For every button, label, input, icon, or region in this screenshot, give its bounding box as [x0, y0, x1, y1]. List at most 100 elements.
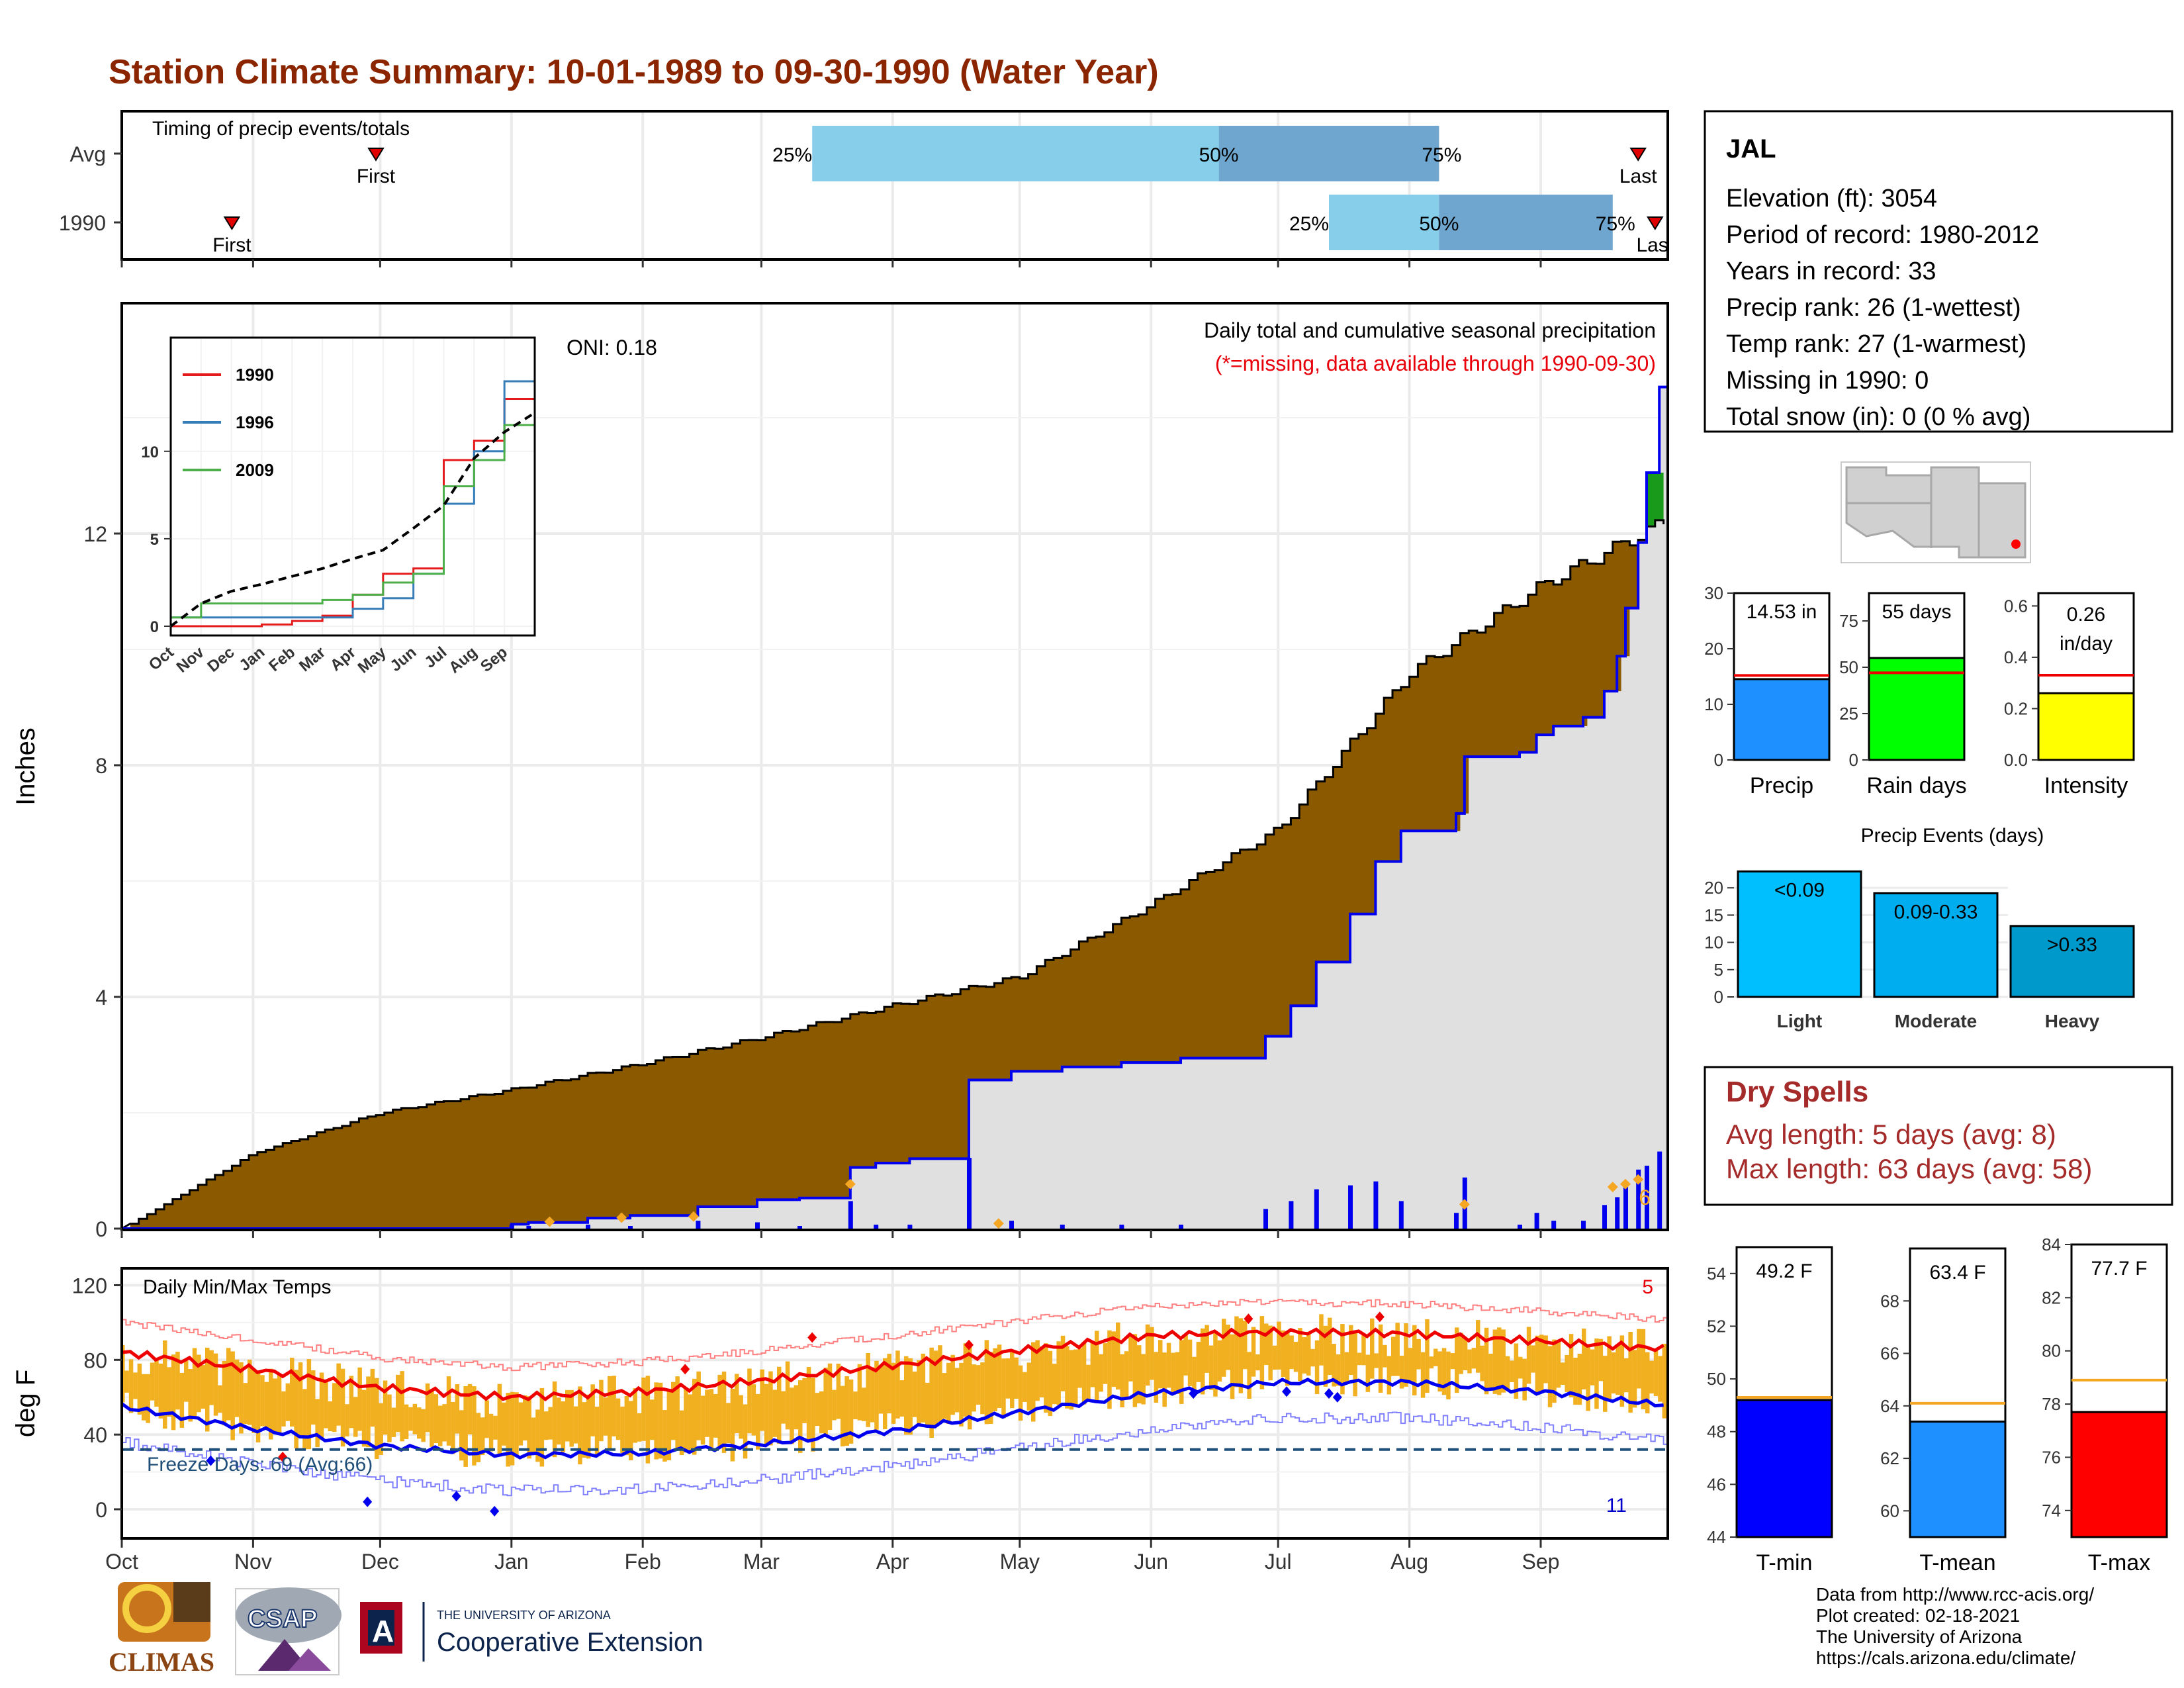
daily-temp-bar	[345, 1404, 349, 1436]
precip-average-line	[121, 519, 1665, 1230]
daily-temp-bar	[841, 1385, 845, 1447]
station-info-line: Elevation (ft): 3054	[1726, 185, 1937, 212]
footer-line-3: The University of Arizona	[1816, 1626, 2023, 1647]
daily-temp-bar	[387, 1394, 392, 1442]
missing-note: (*=missing, data available through 1990-…	[1215, 352, 1656, 375]
temp-bar-category-label: T-max	[2088, 1550, 2150, 1575]
temp-bar-ytick-label: 50	[1707, 1369, 1726, 1389]
daily-temp-bar	[1052, 1364, 1057, 1405]
record-min-marker	[1332, 1391, 1342, 1403]
daily-precip-bar	[1119, 1225, 1124, 1229]
timing-label: Timing of precip events/totals	[152, 118, 410, 140]
precip-ytick-label: 8	[95, 754, 107, 778]
daily-temp-bar	[417, 1407, 422, 1439]
daily-precip-bar	[874, 1225, 879, 1229]
daily-temp-bar	[1522, 1358, 1527, 1401]
record-precip-marker	[544, 1216, 555, 1227]
temp-bar-value-label: 49.2 F	[1756, 1260, 1812, 1282]
timing-row-1990: 1990	[59, 211, 106, 235]
daily-temp-bar	[1095, 1331, 1099, 1401]
inset-ytick-label: 5	[150, 531, 159, 549]
daily-temp-bar	[1319, 1314, 1324, 1366]
station-info-line: Precip rank: 26 (1-wettest)	[1726, 294, 2021, 322]
daily-temp-bar	[544, 1411, 549, 1440]
mini-bar-ytick-label: 0.2	[2004, 698, 2028, 718]
daily-temp-bar	[1323, 1325, 1328, 1387]
events-bar-label: 0.09-0.33	[1894, 901, 1978, 923]
daily-temp-bar	[1107, 1330, 1112, 1409]
events-bar-moderate	[1873, 892, 1999, 998]
precip-count-label: 6	[1639, 1186, 1651, 1209]
daily-temp-bar	[557, 1397, 561, 1445]
daily-temp-bar	[1289, 1335, 1294, 1370]
temp-bar-ytick-label: 74	[2042, 1501, 2061, 1521]
precip-ytick-label: 12	[83, 522, 107, 546]
daily-temp-bar	[1378, 1324, 1383, 1393]
daily-temp-bar	[1582, 1329, 1586, 1389]
daily-temp-bar	[1298, 1328, 1302, 1382]
daily-temp-bar	[1026, 1362, 1032, 1411]
daily-temp-bar	[836, 1364, 841, 1419]
daily-temp-bar	[1044, 1343, 1048, 1413]
daily-temp-bar	[608, 1376, 612, 1450]
daily-temp-bar	[641, 1378, 646, 1441]
temp-ylabel: deg F	[11, 1370, 40, 1437]
daily-temp-bar	[764, 1383, 769, 1445]
daily-temp-bar	[1569, 1334, 1574, 1397]
daily-temp-bar	[353, 1397, 358, 1437]
month-tick-label: Feb	[625, 1550, 661, 1573]
daily-precip-bar	[1615, 1197, 1620, 1229]
daily-temp-bar	[1535, 1335, 1540, 1394]
daily-temp-bar	[273, 1378, 277, 1432]
daily-temp-bar	[1187, 1339, 1193, 1386]
daily-temp-bar	[1010, 1350, 1015, 1409]
daily-temp-bar	[1090, 1342, 1095, 1387]
mini-bar-Precip	[1733, 678, 1831, 761]
daily-temp-bar	[480, 1417, 485, 1456]
daily-temp-bar	[1543, 1335, 1548, 1383]
daily-temp-bar	[1556, 1340, 1561, 1388]
dry-spells-box: Dry Spells Avg length: 5 days (avg: 8) M…	[1704, 1066, 2173, 1206]
mini-bar-ytick-label: 0	[1849, 750, 1858, 770]
daily-temp-bar	[942, 1373, 947, 1419]
daily-temp-bar	[218, 1385, 222, 1413]
daily-temp-bar	[1628, 1332, 1633, 1413]
temp-bar-value-label: 63.4 F	[1929, 1262, 1985, 1284]
daily-temp-bar	[679, 1410, 684, 1456]
daily-precip-bar	[1398, 1201, 1404, 1229]
temp-bar-T-mean	[1909, 1421, 2007, 1538]
daily-temp-bar	[709, 1389, 714, 1448]
events-ytick-label: 5	[1714, 960, 1723, 980]
daily-temp-bar	[658, 1382, 663, 1459]
daily-temp-bar	[739, 1395, 743, 1439]
daily-precip-bar	[1657, 1151, 1662, 1229]
daily-temp-bar	[1619, 1335, 1625, 1407]
station-info-line: Total snow (in): 0 (0 % avg)	[1726, 403, 2030, 431]
ua-letter: A	[372, 1614, 394, 1648]
temp-ytick-label: 0	[95, 1498, 107, 1522]
record-max-marker	[278, 1452, 288, 1463]
daily-temp-bar	[565, 1389, 570, 1442]
daily-temp-bar	[1505, 1356, 1510, 1389]
daily-precip-bar	[1348, 1185, 1353, 1229]
inset-xtick-label: Apr	[327, 643, 359, 675]
record-max-marker	[807, 1332, 817, 1343]
daily-temp-bar	[476, 1413, 481, 1462]
station-location-marker	[2011, 539, 2021, 549]
daily-temp-bar	[438, 1405, 443, 1446]
daily-temp-bar	[442, 1404, 447, 1442]
events-ytick-label: 10	[1704, 933, 1723, 953]
timing-row-avg: Avg	[69, 142, 106, 166]
daily-temp-bar	[823, 1368, 828, 1437]
daily-precip-bar	[1454, 1213, 1459, 1229]
daily-temp-bar	[137, 1363, 142, 1415]
mini-bar-value-label: 14.53 in	[1747, 601, 1817, 623]
footer-credits: Data from http://www.rcc-acis.org/ Plot …	[1816, 1584, 2094, 1668]
station-info-line: Years in record: 33	[1726, 258, 1936, 285]
daily-temp-bar	[815, 1393, 820, 1427]
daily-temp-bar	[357, 1367, 362, 1431]
inset-xtick-label: Feb	[265, 643, 298, 675]
temp-bar-ytick-label: 80	[2042, 1341, 2061, 1361]
daily-temp-bar	[569, 1389, 574, 1447]
precip-ylabel: Inches	[11, 727, 40, 806]
